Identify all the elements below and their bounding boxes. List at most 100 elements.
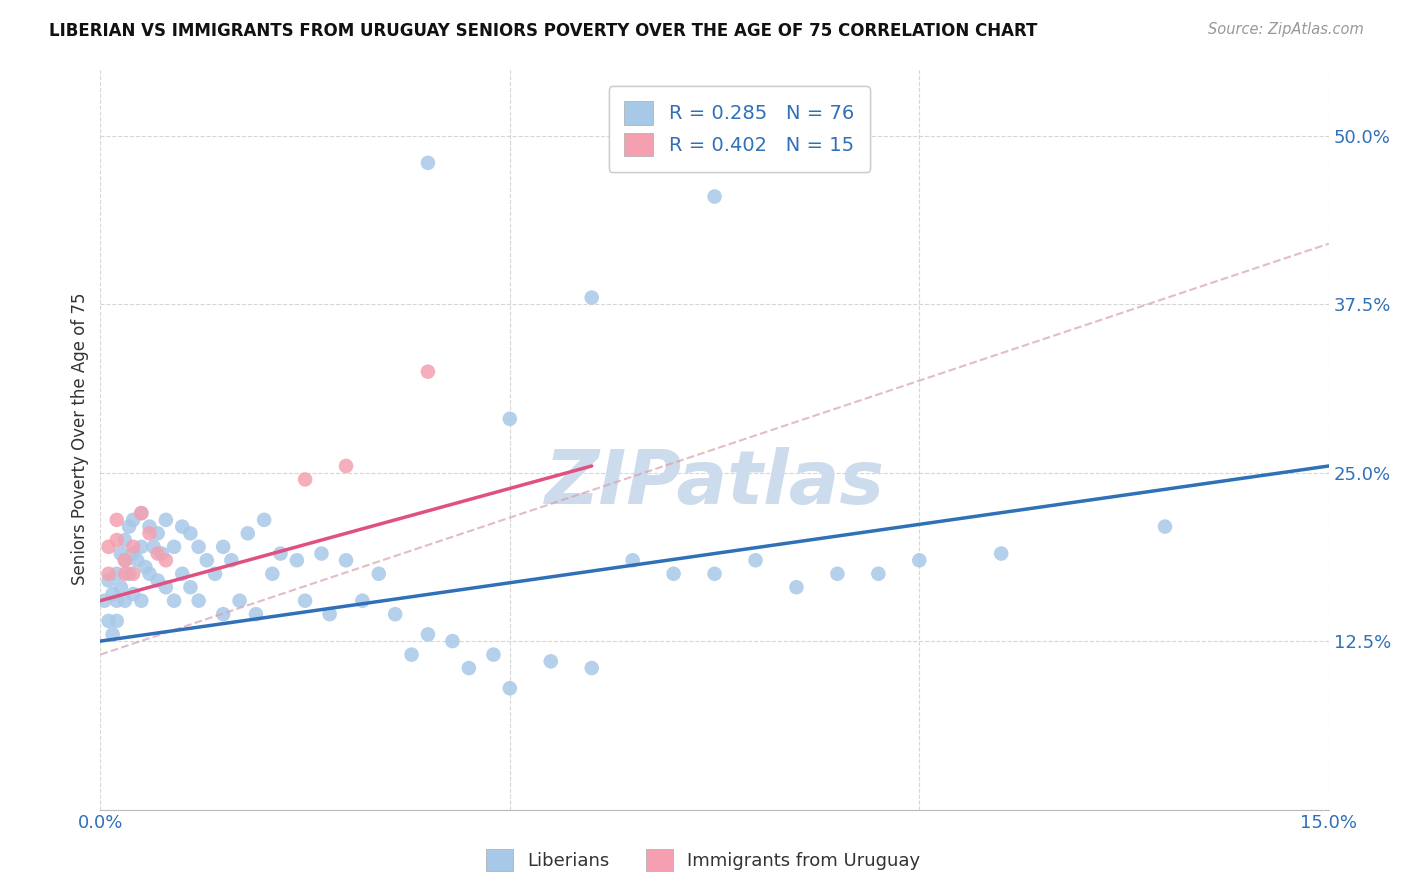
Point bbox=[122, 547, 145, 561]
Point bbox=[499, 412, 522, 426]
Point bbox=[236, 526, 259, 541]
Point bbox=[416, 627, 439, 641]
Point bbox=[114, 533, 136, 547]
Point bbox=[110, 580, 132, 594]
Point bbox=[744, 553, 766, 567]
Point bbox=[212, 540, 235, 554]
Point bbox=[118, 519, 141, 533]
Point bbox=[105, 614, 128, 628]
Point bbox=[270, 547, 292, 561]
Point bbox=[150, 547, 173, 561]
Point bbox=[129, 506, 152, 520]
Point bbox=[228, 593, 250, 607]
Point bbox=[114, 553, 136, 567]
Point bbox=[138, 519, 160, 533]
Point bbox=[114, 553, 136, 567]
Point bbox=[155, 580, 177, 594]
Point bbox=[294, 472, 316, 486]
Point bbox=[101, 627, 124, 641]
Point bbox=[129, 593, 152, 607]
Point bbox=[785, 580, 807, 594]
Point bbox=[662, 566, 685, 581]
Point bbox=[703, 189, 725, 203]
Point bbox=[101, 587, 124, 601]
Point bbox=[416, 365, 439, 379]
Point bbox=[122, 566, 145, 581]
Point bbox=[172, 519, 194, 533]
Point bbox=[441, 634, 464, 648]
Point bbox=[482, 648, 505, 662]
Point bbox=[172, 566, 194, 581]
Text: Source: ZipAtlas.com: Source: ZipAtlas.com bbox=[1208, 22, 1364, 37]
Point bbox=[163, 593, 186, 607]
Legend: Liberians, Immigrants from Uruguay: Liberians, Immigrants from Uruguay bbox=[478, 842, 928, 879]
Point bbox=[367, 566, 389, 581]
Point bbox=[908, 553, 931, 567]
Point bbox=[1154, 519, 1177, 533]
Point bbox=[138, 566, 160, 581]
Point bbox=[179, 526, 201, 541]
Point bbox=[97, 566, 120, 581]
Point bbox=[990, 547, 1012, 561]
Point bbox=[105, 533, 128, 547]
Point bbox=[155, 553, 177, 567]
Point bbox=[285, 553, 308, 567]
Point bbox=[621, 553, 644, 567]
Point bbox=[93, 593, 115, 607]
Point bbox=[335, 458, 357, 473]
Point bbox=[105, 593, 128, 607]
Point bbox=[581, 291, 603, 305]
Point bbox=[318, 607, 340, 622]
Point bbox=[581, 661, 603, 675]
Text: ZIPatlas: ZIPatlas bbox=[544, 447, 884, 520]
Point bbox=[384, 607, 406, 622]
Point bbox=[540, 654, 562, 668]
Point bbox=[146, 574, 169, 588]
Point bbox=[827, 566, 849, 581]
Point bbox=[335, 553, 357, 567]
Point bbox=[155, 513, 177, 527]
Point bbox=[253, 513, 276, 527]
Point bbox=[457, 661, 479, 675]
Point bbox=[105, 566, 128, 581]
Point bbox=[179, 580, 201, 594]
Point bbox=[114, 593, 136, 607]
Point bbox=[262, 566, 284, 581]
Point bbox=[122, 540, 145, 554]
Point bbox=[187, 540, 209, 554]
Y-axis label: Seniors Poverty Over the Age of 75: Seniors Poverty Over the Age of 75 bbox=[72, 293, 89, 585]
Point bbox=[146, 526, 169, 541]
Point bbox=[138, 526, 160, 541]
Point bbox=[245, 607, 267, 622]
Point bbox=[352, 593, 374, 607]
Point bbox=[122, 587, 145, 601]
Point bbox=[118, 566, 141, 581]
Point bbox=[294, 593, 316, 607]
Point bbox=[187, 593, 209, 607]
Point bbox=[142, 540, 165, 554]
Point bbox=[703, 566, 725, 581]
Point bbox=[204, 566, 226, 581]
Legend: R = 0.285   N = 76, R = 0.402   N = 15: R = 0.285 N = 76, R = 0.402 N = 15 bbox=[609, 86, 870, 172]
Point bbox=[416, 156, 439, 170]
Point bbox=[146, 547, 169, 561]
Point bbox=[97, 540, 120, 554]
Point bbox=[311, 547, 333, 561]
Point bbox=[221, 553, 243, 567]
Point bbox=[129, 540, 152, 554]
Point bbox=[97, 574, 120, 588]
Point bbox=[212, 607, 235, 622]
Point bbox=[401, 648, 423, 662]
Point bbox=[97, 614, 120, 628]
Point bbox=[105, 513, 128, 527]
Point bbox=[163, 540, 186, 554]
Point bbox=[114, 566, 136, 581]
Text: LIBERIAN VS IMMIGRANTS FROM URUGUAY SENIORS POVERTY OVER THE AGE OF 75 CORRELATI: LIBERIAN VS IMMIGRANTS FROM URUGUAY SENI… bbox=[49, 22, 1038, 40]
Point bbox=[499, 681, 522, 696]
Point bbox=[110, 547, 132, 561]
Point bbox=[868, 566, 890, 581]
Point bbox=[129, 506, 152, 520]
Point bbox=[127, 553, 149, 567]
Point bbox=[122, 513, 145, 527]
Point bbox=[195, 553, 218, 567]
